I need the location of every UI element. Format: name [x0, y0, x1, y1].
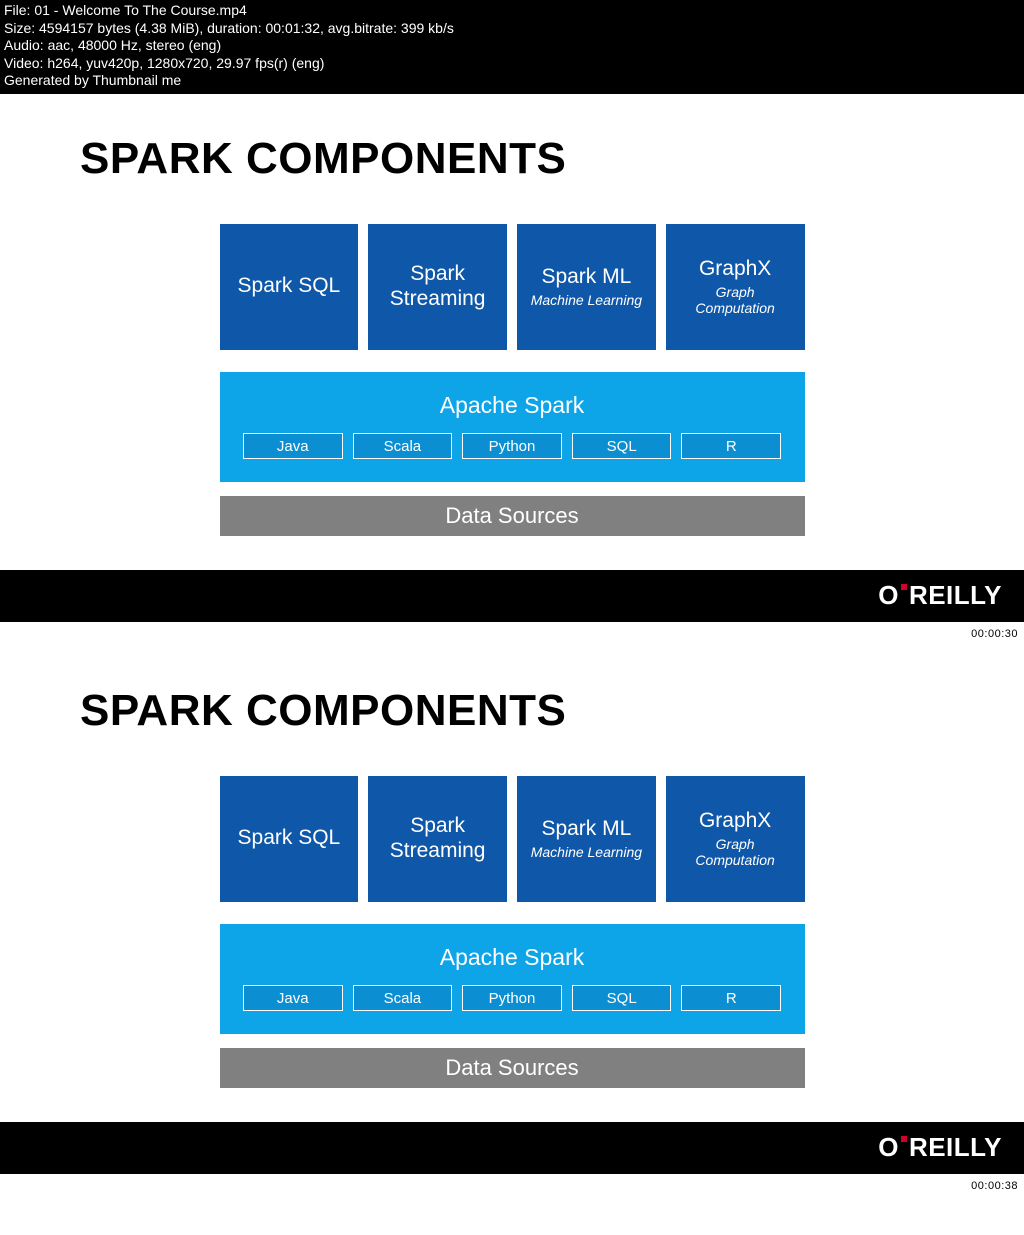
language-box: Java: [243, 985, 343, 1011]
brand-text: REILLY: [909, 1132, 1002, 1163]
apache-spark-label: Apache Spark: [440, 392, 584, 419]
language-box: Java: [243, 433, 343, 459]
apache-spark-box: Apache Spark Java Scala Python SQL R: [220, 372, 805, 482]
component-box: GraphX GraphComputation: [666, 776, 805, 902]
language-box: SQL: [572, 433, 672, 459]
oreilly-logo: O REILLY: [878, 580, 1002, 611]
language-row: Java Scala Python SQL R: [243, 985, 781, 1011]
component-subtitle: Machine Learning: [531, 292, 642, 308]
info-line: File: 01 - Welcome To The Course.mp4: [4, 2, 1020, 20]
info-line: Video: h264, yuv420p, 1280x720, 29.97 fp…: [4, 55, 1020, 73]
component-title: SparkStreaming: [390, 814, 486, 862]
component-box: SparkStreaming: [368, 224, 507, 350]
frame-timestamp: 00:00:38: [971, 1180, 1018, 1192]
language-box: Scala: [353, 985, 453, 1011]
component-box: GraphX GraphComputation: [666, 224, 805, 350]
oreilly-logo: O REILLY: [878, 1132, 1002, 1163]
video-frame: SPARK COMPONENTSSpark SQLSparkStreamingS…: [0, 94, 1024, 622]
component-box: SparkStreaming: [368, 776, 507, 902]
component-box: Spark ML Machine Learning: [517, 776, 656, 902]
component-title: GraphX: [699, 257, 771, 281]
info-line: Generated by Thumbnail me: [4, 72, 1020, 90]
file-info-header: File: 01 - Welcome To The Course.mp4 Siz…: [0, 0, 1024, 94]
component-title: Spark ML: [541, 265, 631, 289]
frame-timestamp: 00:00:30: [971, 628, 1018, 640]
info-line: Size: 4594157 bytes (4.38 MiB), duration…: [4, 20, 1020, 38]
brand-text: O: [878, 580, 899, 611]
component-title: Spark SQL: [238, 274, 341, 298]
component-title: GraphX: [699, 809, 771, 833]
component-title: SparkStreaming: [390, 262, 486, 310]
language-box: R: [681, 985, 781, 1011]
apache-spark-box: Apache Spark Java Scala Python SQL R: [220, 924, 805, 1034]
brand-text: REILLY: [909, 580, 1002, 611]
info-line: Audio: aac, 48000 Hz, stereo (eng): [4, 37, 1020, 55]
component-row: Spark SQL SparkStreaming Spark ML Machine L…: [220, 776, 805, 902]
video-frame: SPARK COMPONENTSSpark SQLSparkStreamingS…: [0, 646, 1024, 1174]
component-title: Spark SQL: [238, 826, 341, 850]
slide-footer: O REILLY: [0, 1122, 1024, 1174]
component-row: Spark SQL SparkStreaming Spark ML Machine L…: [220, 224, 805, 350]
data-sources-box: Data Sources: [220, 496, 805, 536]
spark-diagram: Spark SQL SparkStreaming Spark ML Machine L…: [220, 776, 805, 1088]
language-box: SQL: [572, 985, 672, 1011]
language-row: Java Scala Python SQL R: [243, 433, 781, 459]
component-subtitle: GraphComputation: [695, 836, 774, 868]
brand-text: O: [878, 1132, 899, 1163]
slide: SPARK COMPONENTSSpark SQLSparkStreamingS…: [0, 646, 1024, 1174]
language-box: Python: [462, 985, 562, 1011]
slide: SPARK COMPONENTSSpark SQLSparkStreamingS…: [0, 94, 1024, 622]
component-title: Spark ML: [541, 817, 631, 841]
apostrophe-icon: [901, 584, 907, 590]
language-box: Python: [462, 433, 562, 459]
slide-footer: O REILLY: [0, 570, 1024, 622]
component-subtitle: Machine Learning: [531, 844, 642, 860]
language-box: Scala: [353, 433, 453, 459]
frame-separator: [0, 622, 1024, 646]
language-box: R: [681, 433, 781, 459]
slide-title: SPARK COMPONENTS: [80, 686, 1024, 736]
component-box: Spark ML Machine Learning: [517, 224, 656, 350]
component-box: Spark SQL: [220, 776, 359, 902]
slide-title: SPARK COMPONENTS: [80, 134, 1024, 184]
component-box: Spark SQL: [220, 224, 359, 350]
spark-diagram: Spark SQL SparkStreaming Spark ML Machine L…: [220, 224, 805, 536]
apostrophe-icon: [901, 1136, 907, 1142]
data-sources-box: Data Sources: [220, 1048, 805, 1088]
component-subtitle: GraphComputation: [695, 284, 774, 316]
apache-spark-label: Apache Spark: [440, 944, 584, 971]
